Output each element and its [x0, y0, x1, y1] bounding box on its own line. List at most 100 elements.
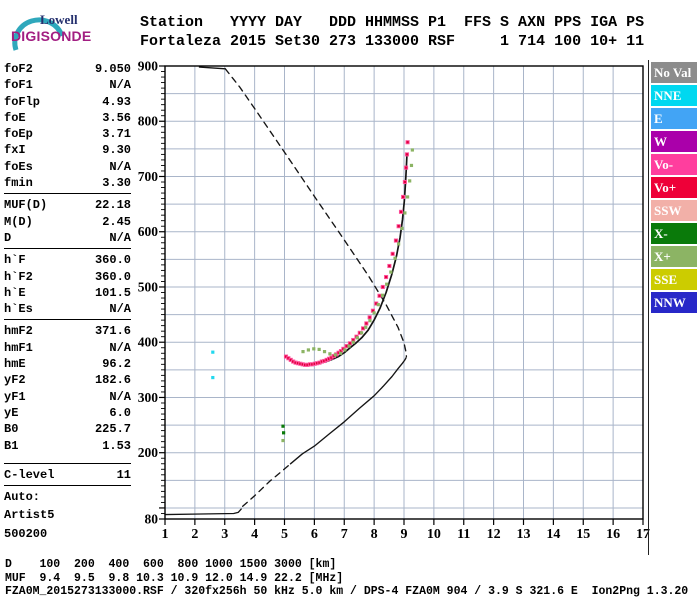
- echo-point-o-mode-echoes-vo-: [367, 315, 372, 320]
- echo-point-o-mode-echoes-vo-: [390, 251, 395, 256]
- parameter-value: 11: [116, 467, 131, 482]
- x-axis-label: 16: [606, 527, 620, 542]
- parameter-label: yF1: [4, 389, 26, 404]
- y-axis-label: 500: [138, 279, 159, 294]
- station-header: Station YYYY DAY DDD HHMMSS P1 FFS S AXN…: [140, 13, 644, 51]
- parameter-row-fmin: fmin 3.30: [4, 175, 131, 191]
- parameter-label: B0: [4, 422, 19, 437]
- echo-point-x-mode-echoes-x-: [301, 350, 305, 354]
- echo-point-x-mode-echoes-x-: [328, 352, 332, 356]
- parameter-label: fmin: [4, 176, 33, 191]
- parameter-section: hmF2 371.6 hmF1 N/A hmE 96.2 yF2 182.6 yF1 N/A yE 6…: [4, 323, 131, 464]
- parameter-row-he: h`E 101.5: [4, 285, 131, 301]
- legend-item-nnw: NNW: [651, 292, 697, 313]
- x-axis-label: 12: [487, 527, 501, 542]
- y-axis-label: 900: [138, 59, 159, 74]
- y-axis-label: 800: [138, 114, 159, 129]
- parameter-row-foes: foEs N/A: [4, 159, 131, 175]
- parameter-row-hes: h`Es N/A: [4, 301, 131, 317]
- parameter-label: foF1: [4, 78, 33, 93]
- y-axis-label: 600: [138, 224, 159, 239]
- parameter-label: foEp: [4, 127, 33, 142]
- parameter-value: N/A: [109, 302, 131, 317]
- echo-point-x-mode-echoes-x-: [359, 331, 364, 335]
- parameter-row-fof1: foF1 N/A: [4, 77, 131, 93]
- x-axis-label: 11: [457, 527, 470, 542]
- x-axis-label: 7: [341, 527, 348, 542]
- parameter-label: foF2: [4, 62, 33, 76]
- parameter-value: 3.30: [102, 176, 131, 191]
- echo-point-o-mode-echoes-vo-: [377, 293, 382, 298]
- echo-point-o-mode-echoes-vo-: [387, 263, 392, 269]
- echo-point-x-stray-echoes: [281, 424, 285, 428]
- legend-item-noval: No Val: [651, 62, 697, 83]
- parameter-value: 1.53: [102, 438, 131, 453]
- echo-point-o-mode-echoes-vo-: [404, 152, 410, 157]
- echo-point-x-mode-echoes-x-: [400, 226, 404, 231]
- echo-point-x-mode-echoes-x-: [372, 311, 376, 315]
- parameter-row-hf2: h`F2 360.0: [4, 269, 131, 285]
- trace-line-e-region-true-height-profile: [164, 508, 242, 516]
- legend-item-x: X+: [651, 246, 697, 267]
- echo-point-x-mode-echoes-x-: [339, 351, 343, 355]
- parameter-row-mufd: MUF(D) 22.18: [4, 197, 131, 213]
- parameter-value: 6.0: [109, 405, 131, 420]
- echo-point-x-mode-echoes-x-: [389, 270, 393, 274]
- echo-point-o-mode-echoes-vo-: [402, 179, 407, 185]
- parameter-value: N/A: [109, 340, 131, 355]
- parameter-value: 225.7: [94, 422, 131, 437]
- parameter-row-hmf2: hmF2 371.6: [4, 323, 131, 339]
- parameter-value: 9.050: [94, 62, 131, 76]
- echo-point-x-mode-echoes-x-: [317, 347, 321, 352]
- x-axis-label: 3: [221, 527, 228, 542]
- autoscaling-info-line: Artist5: [4, 508, 55, 523]
- parameter-label: foEs: [4, 159, 33, 174]
- bottom-info-block: D 100 200 400 600 800 1000 1500 3000 [km…: [5, 558, 688, 599]
- echo-point-x-mode-echoes-x-: [397, 242, 401, 246]
- echo-point-o-mode-echoes-vo-: [401, 194, 406, 199]
- echo-point-x-mode-echoes-x-: [343, 348, 347, 352]
- echo-point-x-mode-echoes-x-: [393, 256, 397, 260]
- parameter-row-foep: foEp 3.71: [4, 126, 131, 142]
- parameter-value: 3.71: [102, 127, 131, 142]
- parameter-section: C-level 11: [4, 467, 131, 487]
- legend-item-ssw: SSW: [651, 200, 697, 221]
- x-axis-label: 4: [251, 527, 258, 542]
- parameter-section: MUF(D) 22.18 M(D) 2.45 D N/A: [4, 197, 131, 250]
- trace-line-topside-900-km-segment: [198, 66, 226, 70]
- trace-line-valley-extrapolated-profile-: [242, 463, 292, 507]
- x-axis-label: 1: [162, 527, 169, 542]
- parameter-value: N/A: [109, 159, 131, 174]
- parameter-row-foflp: foFlp 4.93: [4, 94, 131, 110]
- parameter-row-b1: B1 1.53: [4, 438, 131, 454]
- echo-point-x-mode-echoes-x-: [410, 148, 414, 152]
- echo-point-o-mode-echoes-vo-: [405, 140, 410, 145]
- parameter-value: N/A: [109, 78, 131, 93]
- x-axis-label: 9: [401, 527, 408, 542]
- echo-point-x-mode-echoes-x-: [376, 303, 380, 307]
- echo-point-o-mode-echoes-vo-: [396, 224, 401, 229]
- echo-point-x-mode-echoes-x-: [306, 348, 310, 352]
- echo-point-x-mode-echoes-x-: [347, 344, 351, 348]
- echo-point-x-stray-echo: [281, 438, 285, 443]
- echo-point-o-mode-echoes-vo-: [347, 341, 352, 346]
- parameter-value: 3.56: [102, 110, 131, 125]
- echo-point-x-mode-echoes-x-: [380, 293, 385, 297]
- parameter-row-fxi: fxI 9.30: [4, 142, 131, 158]
- x-axis-label: 6: [311, 527, 318, 542]
- echo-point-x-mode-echoes-x-: [408, 179, 412, 183]
- echo-point-o-mode-echoes-vo-: [393, 238, 398, 243]
- parameter-value: N/A: [109, 389, 131, 404]
- echo-point-o-mode-echoes-vo-: [380, 284, 385, 290]
- legend-item-w: W: [651, 131, 697, 152]
- parameter-value: 22.18: [94, 198, 131, 213]
- distance-row: D 100 200 400 600 800 1000 1500 3000 [km…: [5, 558, 337, 571]
- logo-arc-icon: [12, 17, 65, 51]
- parameter-label: fxI: [4, 143, 26, 158]
- parameter-value: 2.45: [102, 214, 131, 229]
- echo-point-x-mode-echoes-x-: [333, 353, 337, 357]
- parameter-value: 360.0: [94, 269, 131, 284]
- parameter-row-hf: h`F 360.0: [4, 252, 131, 268]
- echo-point-o-mode-echoes-vo-: [364, 321, 369, 326]
